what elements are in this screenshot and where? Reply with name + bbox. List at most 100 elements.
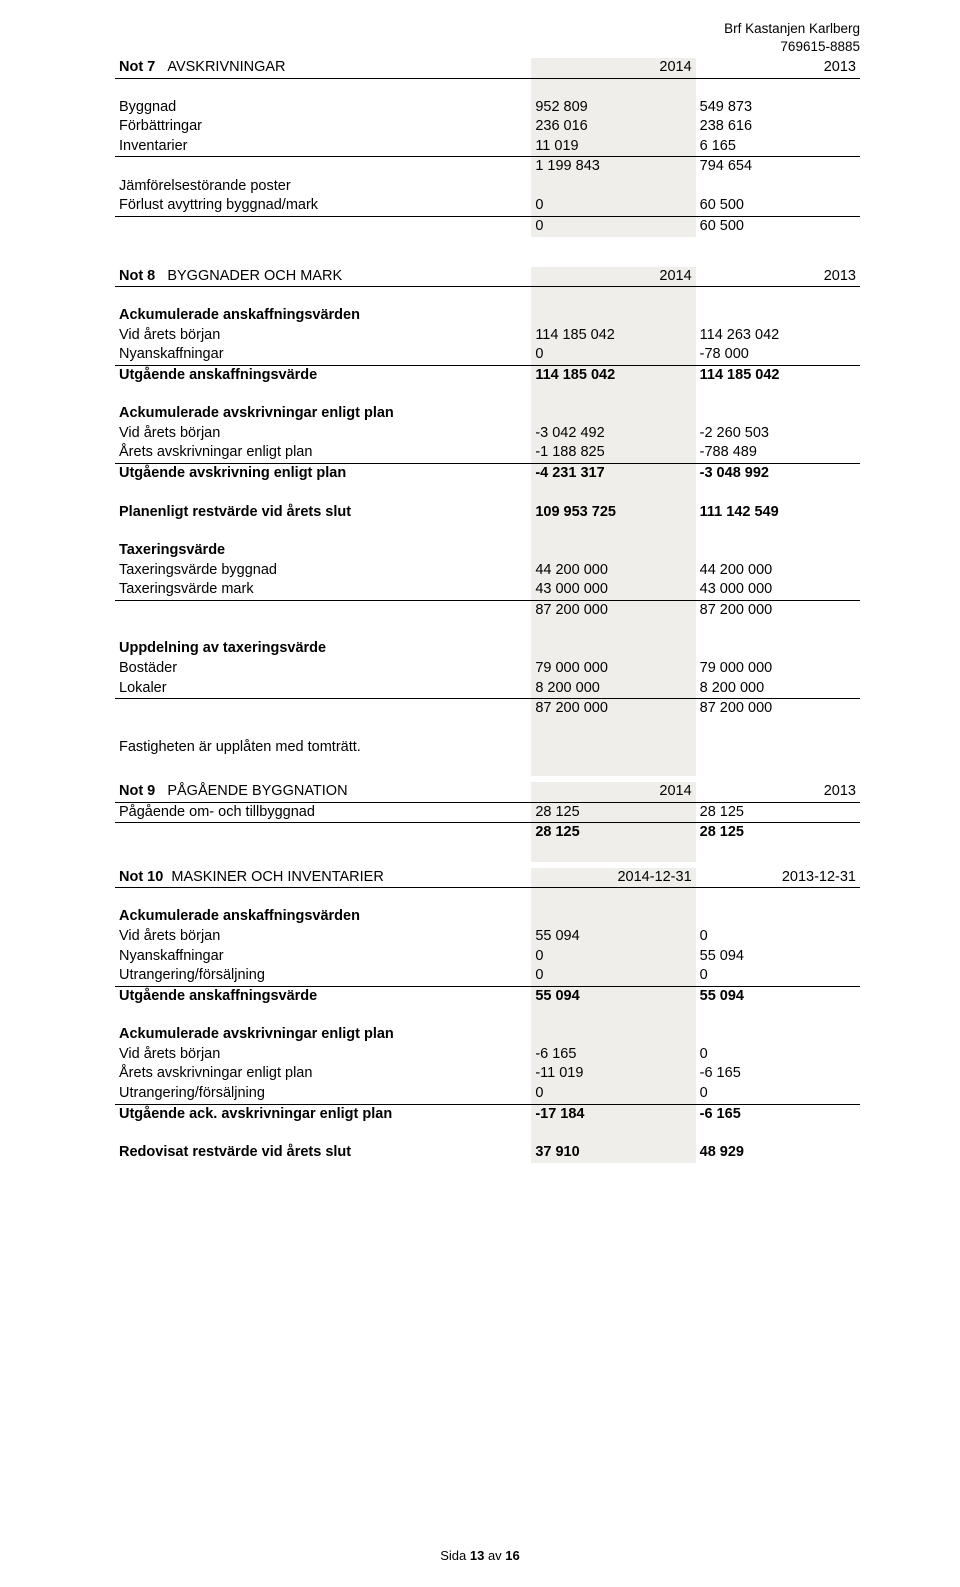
tomt-text: Fastigheten är upplåten med tomträtt. — [115, 738, 531, 758]
footer-sida: Sida — [440, 1548, 470, 1563]
row-label: Vid årets början — [115, 1045, 531, 1065]
cell: 952 809 — [531, 98, 695, 118]
jfr-label: Jämförelsestörande poster — [115, 177, 531, 197]
rest-b: 48 929 — [696, 1143, 860, 1163]
row-label: Förbättringar — [115, 117, 531, 137]
row-label: Vid årets början — [115, 424, 531, 444]
org-number: 769615-8885 — [724, 38, 860, 56]
page: Brf Kastanjen Karlberg 769615-8885 Not 7… — [0, 0, 960, 1587]
cell: 0 — [531, 1084, 695, 1104]
cell: 44 200 000 — [696, 561, 860, 581]
note10-year-a: 2014-12-31 — [531, 868, 695, 888]
tax-sum-a: 87 200 000 — [531, 600, 695, 620]
cell: 0 — [531, 345, 695, 365]
sum-a: -17 184 — [531, 1104, 695, 1124]
row-label: Årets avskrivningar enligt plan — [115, 443, 531, 463]
total-b: 60 500 — [696, 216, 860, 236]
cell: 0 — [696, 1045, 860, 1065]
note-9: Not 9 PÅGÅENDE BYGGNATION 2014 2013 Pågå… — [115, 782, 860, 862]
sum-a: -4 231 317 — [531, 464, 695, 484]
row-label: Nyanskaffningar — [115, 947, 531, 967]
note7-year-a: 2014 — [531, 58, 695, 78]
sum-b: 114 185 042 — [696, 365, 860, 385]
cell: 11 019 — [531, 137, 695, 157]
note-10: Not 10 MASKINER OCH INVENTARIER 2014-12-… — [115, 868, 860, 1163]
footer-page: 13 — [470, 1548, 484, 1563]
note10-title: MASKINER OCH INVENTARIER — [171, 869, 383, 885]
upp-title: Uppdelning av taxeringsvärde — [115, 639, 531, 659]
cell: 8 200 000 — [531, 679, 695, 699]
sum-label: Utgående anskaffningsvärde — [115, 365, 531, 385]
sum-b: -3 048 992 — [696, 464, 860, 484]
note7-year-b: 2013 — [696, 58, 860, 78]
row-label: Pågående om- och tillbyggnad — [115, 802, 531, 823]
cell: 0 — [696, 966, 860, 986]
upp-sum-b: 87 200 000 — [696, 699, 860, 719]
cell: 0 — [531, 947, 695, 967]
row-label: Vid årets början — [115, 326, 531, 346]
cell: 60 500 — [696, 196, 860, 216]
row-label: Nyanskaffningar — [115, 345, 531, 365]
cell: 0 — [696, 927, 860, 947]
note10-year-b: 2013-12-31 — [696, 868, 860, 888]
cell: -6 165 — [531, 1045, 695, 1065]
sum-b: 28 125 — [696, 823, 860, 843]
note-7: Not 7 AVSKRIVNINGAR 2014 2013 Byggnad952… — [115, 58, 860, 237]
total-a: 0 — [531, 216, 695, 236]
note9-title: PÅGÅENDE BYGGNATION — [167, 783, 347, 799]
footer-av: av — [484, 1548, 505, 1563]
note-8: Not 8 BYGGNADER OCH MARK 2014 2013 Ackum… — [115, 267, 860, 777]
cell: 114 263 042 — [696, 326, 860, 346]
plan-rest-a: 109 953 725 — [531, 503, 695, 523]
sec-title: Ackumulerade avskrivningar enligt plan — [115, 404, 531, 424]
footer-total: 16 — [505, 1548, 519, 1563]
row-label: Taxeringsvärde byggnad — [115, 561, 531, 581]
sec-title: Ackumulerade anskaffningsvärden — [115, 306, 531, 326]
cell: 28 125 — [696, 802, 860, 823]
sec-title: Ackumulerade avskrivningar enligt plan — [115, 1025, 531, 1045]
sum-label: Utgående ack. avskrivningar enligt plan — [115, 1104, 531, 1124]
note8-year-a: 2014 — [531, 267, 695, 287]
row-label: Lokaler — [115, 679, 531, 699]
note7-label: Not 7 — [119, 59, 155, 75]
cell: 44 200 000 — [531, 561, 695, 581]
cell: 238 616 — [696, 117, 860, 137]
subtotal-a: 1 199 843 — [531, 157, 695, 177]
note8-label: Not 8 — [119, 268, 155, 284]
sum-b: 55 094 — [696, 986, 860, 1006]
tax-sum-b: 87 200 000 — [696, 600, 860, 620]
cell: 0 — [696, 1084, 860, 1104]
rest-label: Redovisat restvärde vid årets slut — [115, 1143, 531, 1163]
row-label: Byggnad — [115, 98, 531, 118]
cell: 43 000 000 — [531, 580, 695, 600]
note7-title: AVSKRIVNINGAR — [167, 59, 285, 75]
sum-label: Utgående anskaffningsvärde — [115, 986, 531, 1006]
cell: -6 165 — [696, 1064, 860, 1084]
note10-label: Not 10 — [119, 869, 163, 885]
cell: 6 165 — [696, 137, 860, 157]
note8-title: BYGGNADER OCH MARK — [167, 268, 342, 284]
sec-title: Ackumulerade anskaffningsvärden — [115, 907, 531, 927]
sum-b: -6 165 — [696, 1104, 860, 1124]
cell: 0 — [531, 966, 695, 986]
cell: 79 000 000 — [531, 659, 695, 679]
row-label: Årets avskrivningar enligt plan — [115, 1064, 531, 1084]
cell: 43 000 000 — [696, 580, 860, 600]
note8-year-b: 2013 — [696, 267, 860, 287]
sum-a: 28 125 — [531, 823, 695, 843]
row-label: Taxeringsvärde mark — [115, 580, 531, 600]
upp-sum-a: 87 200 000 — [531, 699, 695, 719]
sum-a: 114 185 042 — [531, 365, 695, 385]
cell: 236 016 — [531, 117, 695, 137]
note9-label: Not 9 — [119, 783, 155, 799]
sum-label: Utgående avskrivning enligt plan — [115, 464, 531, 484]
row-label: Inventarier — [115, 137, 531, 157]
row-label: Vid årets början — [115, 927, 531, 947]
cell: 549 873 — [696, 98, 860, 118]
cell: -788 489 — [696, 443, 860, 463]
row-label: Utrangering/försäljning — [115, 966, 531, 986]
row-label: Förlust avyttring byggnad/mark — [115, 196, 531, 216]
tax-title: Taxeringsvärde — [115, 541, 531, 561]
sum-a: 55 094 — [531, 986, 695, 1006]
company-name: Brf Kastanjen Karlberg — [724, 20, 860, 38]
